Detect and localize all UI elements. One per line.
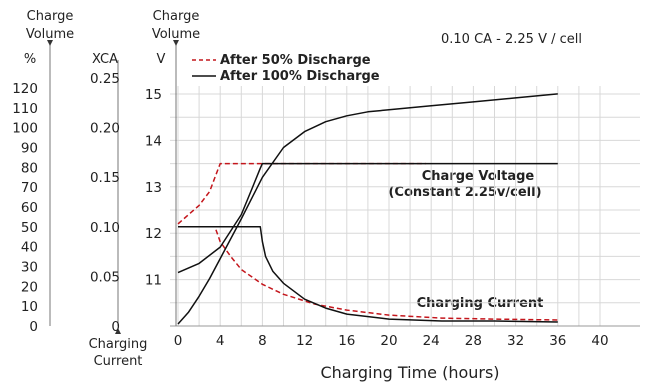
volume-tick-label: 50 bbox=[21, 220, 38, 236]
current-axis-arrow bbox=[115, 328, 121, 334]
volume-tick-label: 60 bbox=[21, 200, 38, 216]
voltage-tick-label: 12 bbox=[145, 226, 162, 242]
legend-label-100: After 100% Discharge bbox=[220, 69, 380, 84]
series-50pct-voltage-line bbox=[177, 162, 426, 225]
voltage-axis-unit: V bbox=[157, 52, 166, 67]
voltage-axis-title-2: Volume bbox=[152, 27, 200, 42]
x-tick-label: 24 bbox=[423, 333, 440, 349]
volume-tick-label: 100 bbox=[12, 121, 38, 137]
series-100pct-current-line bbox=[178, 226, 558, 323]
volume-axis-title-2: Volume bbox=[26, 27, 74, 42]
chart-marks: 0 4 8 12 16 20 24 28 32 36 40 11 12 13 14 15 0 10 20 30 40 50… bbox=[12, 40, 640, 349]
current-axis-unit: XCA bbox=[92, 52, 118, 67]
x-tick-label: 28 bbox=[465, 333, 482, 349]
current-tick-label: 0.10 bbox=[90, 220, 120, 236]
x-axis-title: Charging Time (hours) bbox=[320, 363, 499, 382]
volume-tick-label: 90 bbox=[21, 141, 38, 157]
volume-axis-arrow bbox=[47, 40, 53, 46]
volume-tick-label: 10 bbox=[21, 299, 38, 315]
voltage-axis-title-1: Charge bbox=[153, 9, 200, 24]
current-tick-label: 0.15 bbox=[90, 170, 120, 186]
volume-axis-title-1: Charge bbox=[27, 9, 74, 24]
volume-tick-label: 120 bbox=[12, 81, 38, 97]
current-tick-label: 0.05 bbox=[90, 269, 120, 285]
current-tick-label: 0.20 bbox=[90, 121, 120, 137]
x-tick-label: 8 bbox=[258, 333, 267, 349]
current-tick-label: 0 bbox=[111, 319, 120, 335]
volume-tick-label: 40 bbox=[21, 240, 38, 256]
series-100pct-volume-line bbox=[177, 93, 558, 325]
volume-tick-label: 20 bbox=[21, 279, 38, 295]
volume-tick-label: 70 bbox=[21, 180, 38, 196]
series-50pct-current-line bbox=[178, 226, 558, 321]
current-axis-bottom-1: Charging bbox=[89, 337, 148, 352]
chart-title: 0.10 CA - 2.25 V / cell bbox=[441, 32, 582, 47]
voltage-axis-arrow bbox=[173, 40, 179, 46]
volume-tick-label: 0 bbox=[29, 319, 38, 335]
volume-axis-unit: % bbox=[24, 52, 36, 67]
x-tick-label: 0 bbox=[174, 333, 183, 349]
annotation-current: Charging Current bbox=[417, 296, 544, 311]
x-tick-label: 4 bbox=[216, 333, 225, 349]
voltage-tick-label: 13 bbox=[145, 180, 162, 196]
annotation-voltage-1: Charge Voltage bbox=[422, 169, 535, 184]
voltage-tick-label: 11 bbox=[145, 273, 162, 289]
voltage-tick-label: 15 bbox=[145, 87, 162, 103]
x-tick-label: 16 bbox=[338, 333, 355, 349]
x-tick-label: 40 bbox=[591, 333, 608, 349]
x-tick-label: 12 bbox=[296, 333, 313, 349]
current-tick-label: 0.25 bbox=[90, 71, 120, 87]
legend: After 50% Discharge After 100% Discharge bbox=[192, 53, 380, 84]
annotation-voltage-2: (Constant 2.25v/cell) bbox=[388, 185, 541, 200]
x-tick-label: 36 bbox=[549, 333, 566, 349]
volume-tick-label: 30 bbox=[21, 260, 38, 276]
current-axis-bottom-2: Current bbox=[94, 354, 143, 369]
volume-tick-label: 110 bbox=[12, 101, 38, 117]
volume-tick-label: 80 bbox=[21, 160, 38, 176]
x-tick-label: 32 bbox=[507, 333, 524, 349]
voltage-tick-label: 14 bbox=[145, 133, 162, 149]
x-tick-label: 20 bbox=[380, 333, 397, 349]
legend-label-50: After 50% Discharge bbox=[220, 53, 371, 68]
series-100pct-voltage-line bbox=[177, 162, 558, 274]
